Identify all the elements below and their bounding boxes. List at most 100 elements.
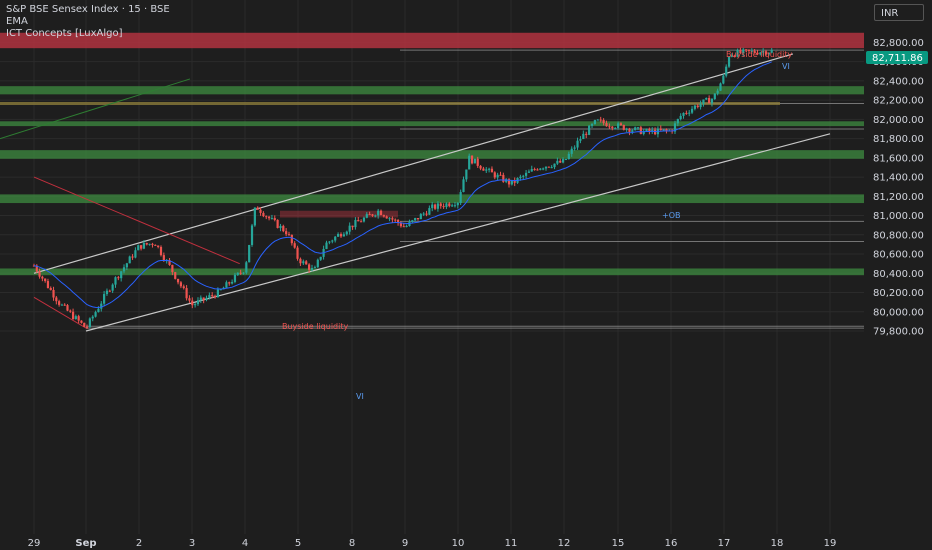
- candle-up: [205, 297, 208, 300]
- ema-indicator-label[interactable]: EMA: [6, 16, 28, 27]
- candle-down: [602, 119, 605, 124]
- candle-up: [676, 119, 679, 124]
- candle-down: [402, 226, 405, 228]
- candle-down: [396, 219, 400, 224]
- candle-down: [382, 215, 385, 217]
- candle-up: [345, 231, 348, 235]
- candle-up: [208, 295, 211, 298]
- candle-up: [405, 225, 408, 227]
- candle-down: [665, 129, 668, 131]
- candle-up: [194, 304, 197, 306]
- candle-down: [619, 123, 623, 125]
- bull-zone: [0, 121, 864, 127]
- price-tick-label: 80,800.00: [873, 230, 924, 241]
- candle-down: [585, 133, 588, 135]
- bull-zone: [0, 194, 864, 204]
- trendlines[interactable]: [0, 53, 831, 332]
- candle-up: [530, 169, 533, 172]
- candle-up: [750, 50, 753, 52]
- candle-up: [688, 112, 691, 114]
- price-axis-bg[interactable]: [864, 0, 932, 550]
- candle-down: [58, 301, 61, 305]
- buyside-liquidity-label: Buyside liquidity: [282, 322, 348, 331]
- channel-line: [33, 53, 794, 274]
- candle-up: [270, 218, 274, 220]
- candle-down: [296, 247, 299, 259]
- bear-zone: [0, 32, 864, 49]
- candle-up: [125, 263, 128, 268]
- candle-down: [385, 216, 388, 219]
- candle-down: [108, 290, 111, 292]
- candle-up: [414, 218, 417, 221]
- candle-up: [74, 316, 77, 319]
- candle-down: [490, 168, 494, 173]
- candle-down: [188, 298, 191, 301]
- candle-up: [699, 103, 702, 108]
- candle-up: [456, 202, 459, 206]
- faint-trendline: [0, 78, 191, 140]
- time-tick-label: 8: [349, 538, 355, 549]
- candle-up: [553, 163, 556, 168]
- bull-zone: [0, 268, 864, 276]
- candle-down: [747, 49, 751, 51]
- candle-down: [639, 127, 642, 134]
- time-axis[interactable]: 29 Sep 2 3 4 5 8 9 10 11 12 15 16 17 18 19: [28, 538, 837, 549]
- candle-down: [425, 213, 428, 215]
- candle-down: [513, 180, 516, 183]
- price-tick-label: 80,600.00: [873, 250, 924, 261]
- candle-down: [399, 223, 403, 227]
- candle-up: [199, 297, 202, 301]
- candle-up: [225, 282, 228, 288]
- candle-up: [388, 218, 391, 220]
- candle-down: [479, 165, 482, 169]
- candle-down: [482, 168, 485, 171]
- time-tick-label: 5: [295, 538, 301, 549]
- candles: [32, 47, 773, 330]
- candle-up: [279, 225, 282, 228]
- candle-up: [334, 236, 337, 241]
- bull-zone: [0, 150, 864, 159]
- symbol-title[interactable]: S&P BSE Sensex Index · 15 · BSE: [6, 4, 170, 15]
- currency-selector[interactable]: INR: [874, 4, 924, 21]
- candle-down: [182, 286, 185, 289]
- candle-down: [599, 119, 602, 121]
- candle-down: [442, 206, 445, 208]
- candle-down: [131, 256, 134, 258]
- candle-up: [593, 120, 597, 125]
- candle-up: [103, 294, 106, 304]
- candle-up: [544, 166, 548, 169]
- candle-down: [448, 203, 451, 207]
- candle-down: [756, 52, 759, 55]
- candle-down: [293, 243, 296, 248]
- candle-down: [371, 214, 374, 216]
- candle-up: [713, 93, 716, 100]
- candle-down: [379, 210, 383, 216]
- candle-down: [157, 245, 160, 247]
- candle-down: [66, 305, 69, 311]
- candle-down: [191, 300, 194, 306]
- candle-up: [462, 179, 465, 193]
- candle-down: [648, 128, 651, 132]
- candle-up: [328, 241, 331, 243]
- candle-up: [377, 210, 380, 216]
- candle-up: [505, 179, 508, 182]
- candle-down: [416, 218, 420, 220]
- candle-up: [348, 225, 351, 232]
- candle-down: [63, 304, 66, 306]
- candle-down: [685, 112, 688, 114]
- candle-up: [488, 168, 491, 170]
- candle-down: [394, 219, 397, 221]
- candle-down: [228, 282, 231, 284]
- candle-up: [762, 51, 765, 53]
- time-tick-label: 10: [452, 538, 465, 549]
- ict-indicator-label[interactable]: ICT Concepts [LuxAlgo]: [6, 28, 123, 39]
- candle-down: [696, 105, 699, 108]
- candle-down: [533, 169, 536, 171]
- candle-up: [596, 119, 599, 121]
- candle-up: [219, 289, 222, 291]
- candle-down: [239, 272, 242, 274]
- candle-up: [419, 214, 422, 220]
- annotations: VI VI +OB Buyside liquidity Buyside liqu…: [282, 50, 792, 401]
